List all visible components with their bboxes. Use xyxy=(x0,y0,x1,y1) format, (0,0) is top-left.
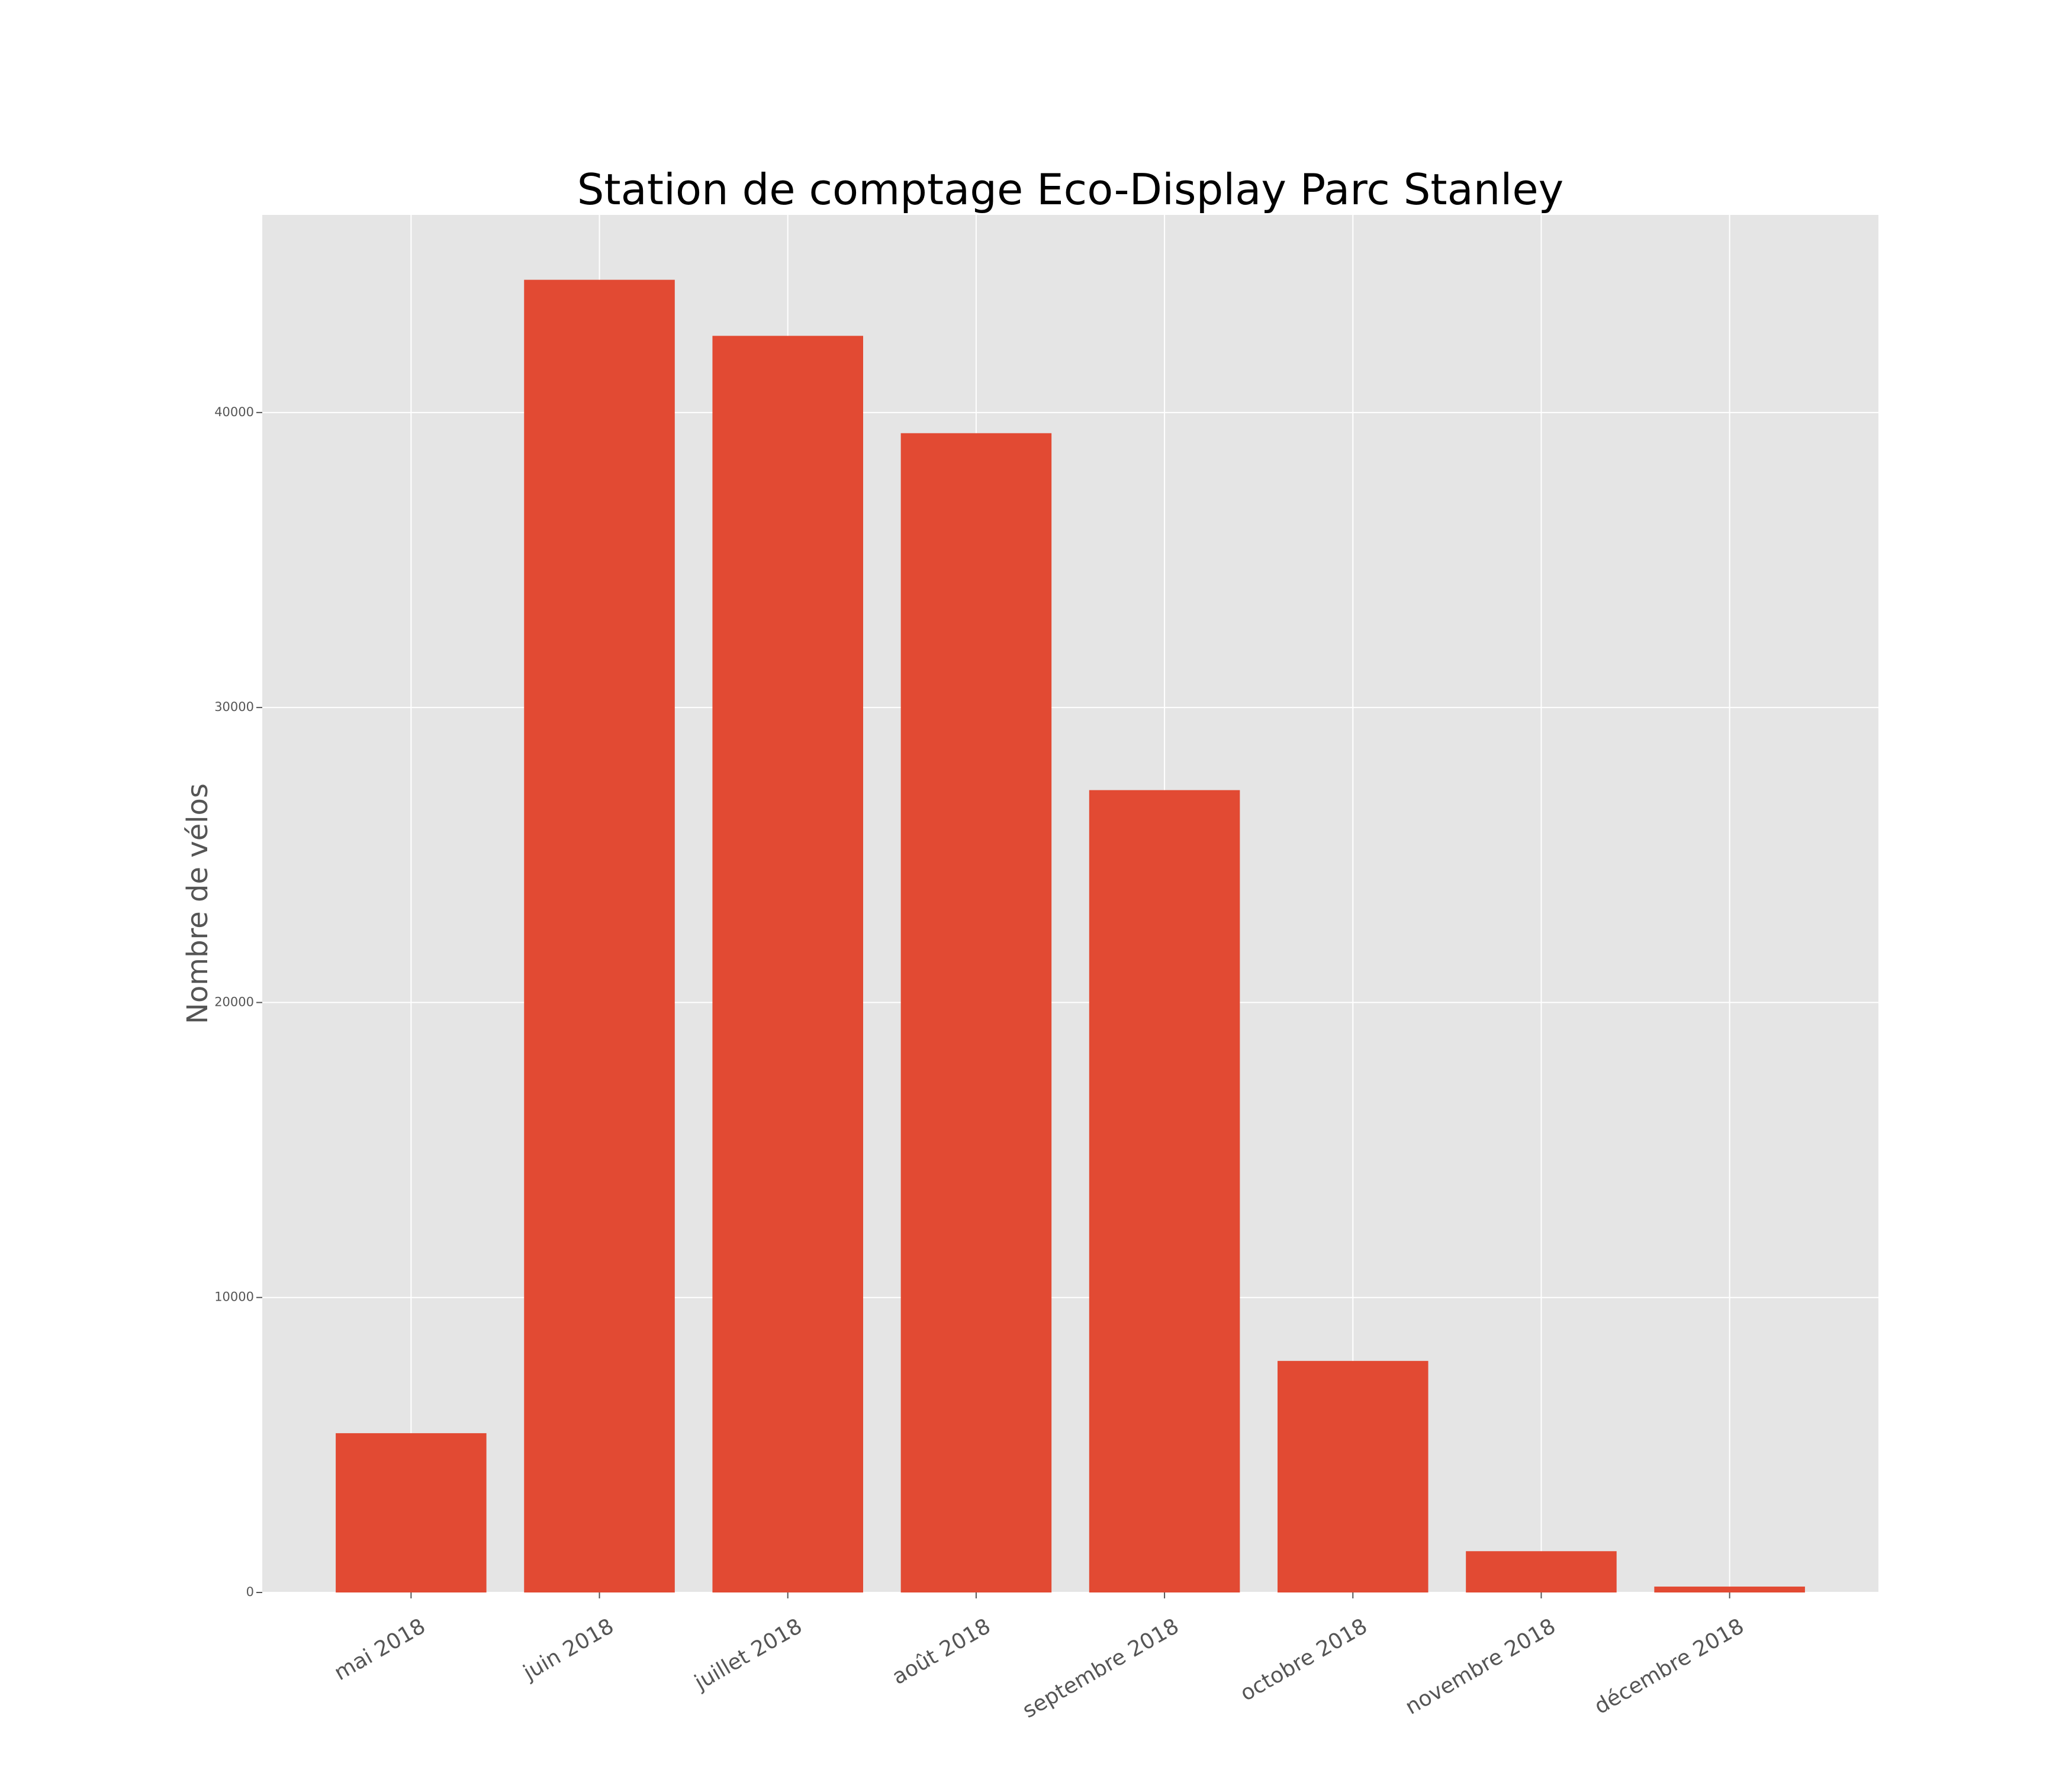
x-tick-label: juillet 2018 xyxy=(690,1614,806,1695)
bar xyxy=(1466,1551,1617,1592)
bar xyxy=(1089,790,1240,1592)
x-tick-label: mai 2018 xyxy=(330,1614,430,1685)
bar xyxy=(900,433,1052,1592)
plot-area xyxy=(262,215,1878,1592)
y-axis-label: Nombre de vélos xyxy=(181,783,214,1024)
y-tick-label: 0 xyxy=(246,1585,254,1599)
bar xyxy=(712,336,863,1593)
bar xyxy=(1654,1587,1805,1592)
bar xyxy=(524,279,675,1593)
chart-title: Station de comptage Eco-Display Parc Sta… xyxy=(577,165,1564,214)
bar xyxy=(1278,1360,1428,1592)
x-tick-label: juin 2018 xyxy=(519,1614,617,1685)
x-tick-label: août 2018 xyxy=(888,1614,995,1690)
bars xyxy=(336,279,1805,1593)
y-tick-label: 40000 xyxy=(214,405,254,419)
y-tick-label: 20000 xyxy=(214,995,254,1009)
y-tick-label: 30000 xyxy=(214,700,254,714)
x-tick-label: décembre 2018 xyxy=(1590,1614,1748,1719)
x-tick-label: septembre 2018 xyxy=(1019,1614,1183,1723)
y-tick-label: 10000 xyxy=(214,1290,254,1304)
bar xyxy=(336,1433,487,1592)
x-tick-label: novembre 2018 xyxy=(1401,1614,1560,1719)
x-tick-label: octobre 2018 xyxy=(1236,1614,1371,1706)
x-axis-ticks: mai 2018 juin 2018 juillet 2018 août 2018 se… xyxy=(330,1592,1748,1723)
y-axis-ticks: 0 10000 20000 30000 40000 xyxy=(214,405,262,1599)
